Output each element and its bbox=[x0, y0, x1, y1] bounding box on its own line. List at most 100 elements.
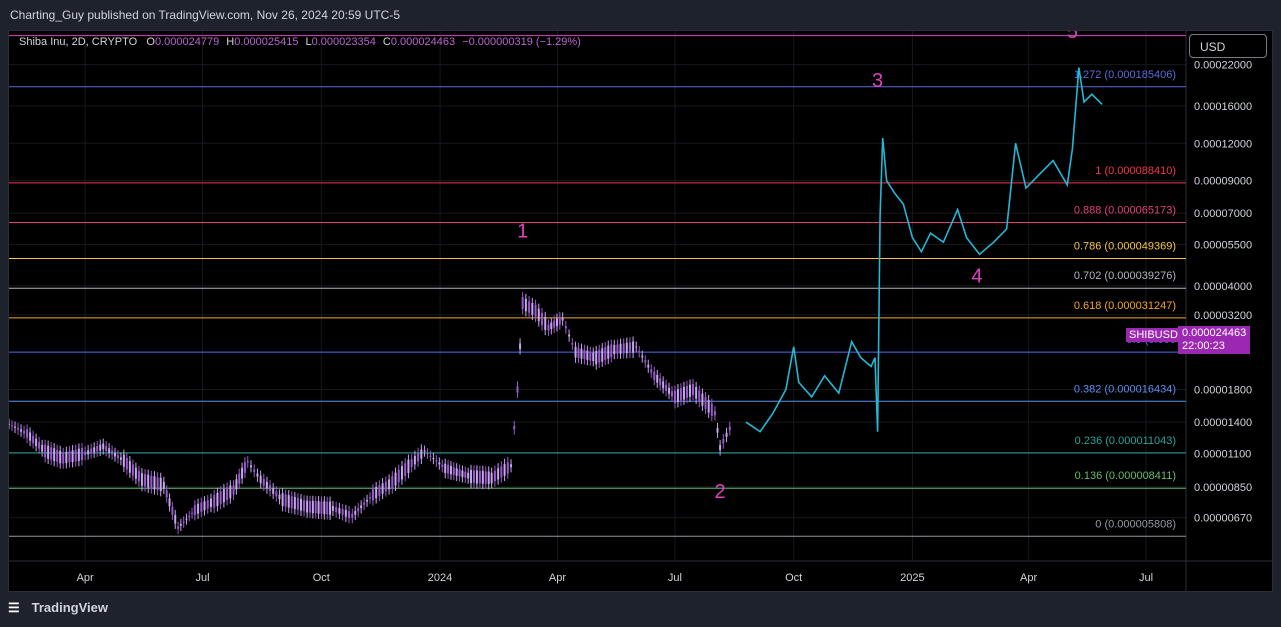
candle-body bbox=[259, 475, 262, 484]
y-tick-label: 0.00016000 bbox=[1194, 101, 1252, 113]
candle-body bbox=[354, 510, 357, 515]
candle-body bbox=[716, 428, 719, 433]
candle-body bbox=[455, 468, 458, 476]
candle-body bbox=[656, 374, 659, 383]
chart-frame[interactable]: 1.272 (0.000185406) 1 (0.000088410) 0.888 … bbox=[8, 30, 1273, 592]
candle-body bbox=[9, 423, 10, 425]
currency-selector[interactable]: USD bbox=[1189, 34, 1267, 58]
price-chart[interactable]: 1.272 (0.000185406) 1 (0.000088410) 0.888 … bbox=[9, 31, 1272, 591]
candle-body bbox=[351, 513, 354, 518]
candle-body bbox=[467, 472, 470, 479]
low-label: L bbox=[305, 36, 312, 48]
last-price-label: 0.000024463 22:00:23 bbox=[1178, 326, 1251, 354]
candle-body bbox=[701, 393, 704, 406]
open-value: 0.000024779 bbox=[154, 36, 220, 48]
x-tick-label: Oct bbox=[785, 572, 802, 584]
candle-body bbox=[56, 449, 59, 462]
candle-body bbox=[68, 451, 71, 463]
y-tick-label: 0.00001400 bbox=[1194, 417, 1252, 429]
candle-body bbox=[493, 470, 496, 482]
symbol-price-label: SHIBUSD bbox=[1126, 328, 1181, 342]
candle-body bbox=[265, 481, 268, 489]
candle-body bbox=[219, 491, 222, 504]
y-tick-label: 0.00001800 bbox=[1194, 384, 1252, 396]
candle-body bbox=[303, 500, 306, 512]
candle-body bbox=[580, 348, 583, 359]
candle-body bbox=[404, 463, 407, 476]
candle-body bbox=[272, 488, 275, 494]
x-tick-label: Apr bbox=[1020, 572, 1037, 584]
candle-body bbox=[692, 384, 695, 395]
y-tick-label: 0.00004000 bbox=[1194, 281, 1252, 293]
candle-body bbox=[93, 447, 96, 453]
candle-body bbox=[125, 458, 128, 470]
fib-level-label: 0.382 (0.000016434) bbox=[1074, 383, 1176, 395]
candle-body bbox=[174, 514, 177, 524]
candle-body bbox=[662, 381, 665, 389]
candle-body bbox=[449, 465, 452, 475]
symbol-name[interactable]: Shiba Inu, 2D, CRYPTO bbox=[19, 36, 138, 48]
candle-body bbox=[156, 477, 159, 490]
candle-body bbox=[311, 500, 314, 514]
candle-body bbox=[243, 462, 246, 473]
candle-body bbox=[632, 341, 635, 353]
candle-body bbox=[574, 346, 577, 358]
candle-body bbox=[577, 347, 580, 358]
candle-body bbox=[320, 501, 323, 514]
candle-body bbox=[558, 316, 561, 325]
candle-body bbox=[583, 349, 586, 360]
candle-body bbox=[607, 345, 610, 359]
candle-body bbox=[444, 463, 447, 474]
candle-body bbox=[673, 390, 676, 404]
candle-body bbox=[487, 471, 490, 485]
candle-body bbox=[604, 347, 607, 360]
candle-body bbox=[513, 425, 516, 430]
candle-body bbox=[397, 469, 400, 483]
candle-body bbox=[516, 386, 519, 393]
candle-body bbox=[592, 352, 595, 362]
tradingview-footer[interactable]: ☰ TradingView bbox=[8, 600, 108, 616]
y-tick-label: 0.00001100 bbox=[1194, 448, 1251, 460]
candle-body bbox=[81, 448, 84, 461]
low-value: 0.000023354 bbox=[311, 36, 376, 48]
candle-body bbox=[71, 450, 74, 463]
candle-body bbox=[650, 369, 653, 373]
candle-body bbox=[426, 453, 429, 455]
candle-body bbox=[140, 473, 143, 486]
candle-body bbox=[429, 455, 432, 457]
candle-body bbox=[128, 461, 131, 473]
candle-body bbox=[363, 502, 366, 505]
candle-body bbox=[438, 462, 441, 465]
candle-body bbox=[241, 467, 244, 479]
candle-body bbox=[417, 452, 420, 462]
fib-level-label: 0.702 (0.000039276) bbox=[1074, 270, 1176, 282]
candle-body bbox=[59, 450, 62, 464]
candle-body bbox=[185, 518, 188, 520]
candle-body bbox=[704, 397, 707, 409]
candle-body bbox=[317, 501, 320, 514]
candle-body bbox=[506, 462, 509, 474]
candle-body bbox=[344, 509, 347, 517]
candle-body bbox=[182, 521, 185, 523]
fib-level-label: 1 (0.000088410) bbox=[1095, 165, 1176, 177]
candle-body bbox=[713, 411, 716, 416]
open-label: O bbox=[146, 36, 155, 48]
candle-body bbox=[400, 466, 403, 480]
candle-body bbox=[87, 450, 90, 455]
candle-body bbox=[62, 452, 65, 464]
candle-body bbox=[728, 426, 731, 431]
projection-line bbox=[745, 67, 1103, 433]
candle-body bbox=[464, 471, 467, 478]
candle-body bbox=[203, 501, 206, 511]
candle-body bbox=[165, 490, 168, 498]
candle-body bbox=[238, 473, 241, 484]
candle-body bbox=[484, 471, 487, 484]
candle-body bbox=[111, 450, 114, 455]
candle-body bbox=[644, 360, 647, 363]
candle-body bbox=[44, 444, 47, 458]
candle-body bbox=[413, 455, 416, 465]
high-label: H bbox=[226, 36, 235, 48]
publish-info: Charting_Guy published on TradingView.co… bbox=[10, 8, 401, 22]
y-tick-label: 0.00007000 bbox=[1194, 208, 1252, 220]
candle-body bbox=[371, 489, 374, 501]
